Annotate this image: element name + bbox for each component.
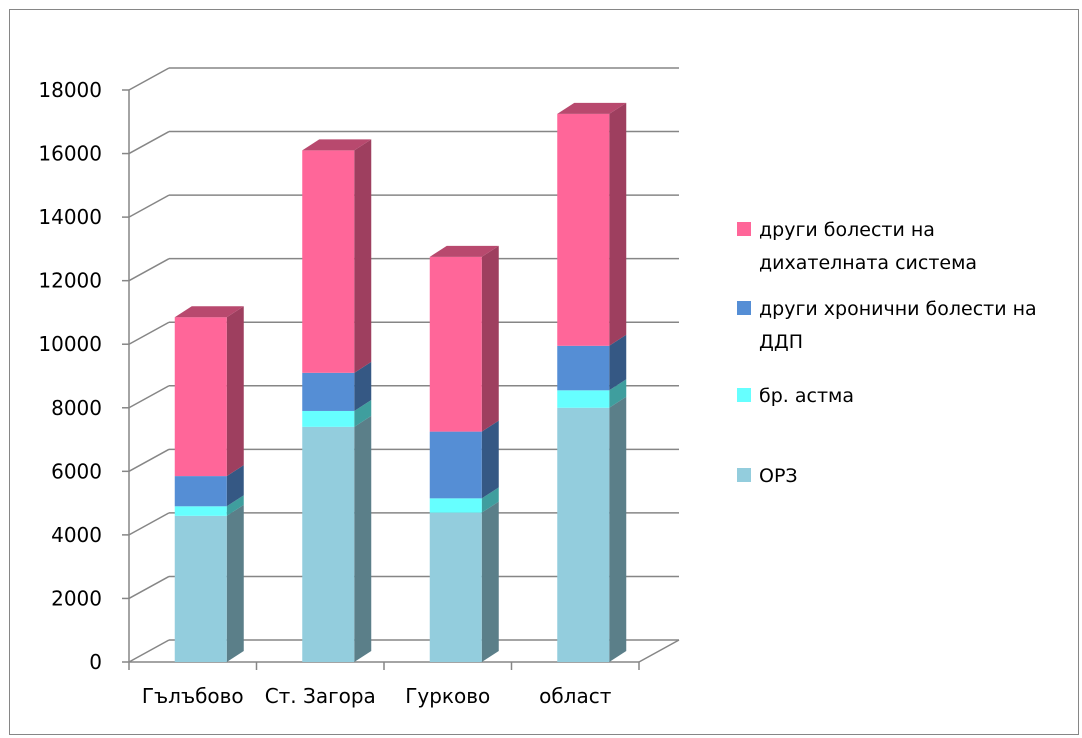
bar-layer [174, 102, 627, 662]
bar-side [354, 399, 372, 427]
y-tick-label: 6000 [51, 459, 102, 483]
bar-segment [557, 390, 610, 408]
legend-label: други болести на [759, 219, 935, 241]
legend-swatch [737, 301, 751, 315]
bar-segment [174, 476, 227, 507]
bar-segment [302, 426, 355, 662]
y-tick-label: 0 [89, 650, 102, 674]
gridline-depth [128, 67, 170, 91]
chart-svg: 0 2000 4000 6000 8000 10000 12000 14000 16000 180… [38, 67, 1037, 708]
bar-segment [302, 410, 355, 427]
bar-side [354, 415, 372, 662]
bar-segment [557, 113, 610, 346]
gridline-depth [128, 639, 170, 663]
x-tick-label: Ст. Загора [265, 684, 376, 708]
bar-side [354, 361, 372, 411]
bar-segment [429, 256, 482, 432]
bar-segment [557, 407, 610, 662]
y-tick-label: 10000 [38, 332, 102, 356]
y-tick-label: 12000 [38, 269, 102, 293]
bar-top [557, 102, 627, 114]
legend-label: дихателната система [759, 252, 977, 274]
y-tick-label: 16000 [38, 142, 102, 166]
y-tick-label: 14000 [38, 205, 102, 229]
legend-label: ДДП [759, 331, 803, 353]
gridline-depth [128, 194, 170, 218]
floor-edge [638, 639, 680, 663]
legend-label: други хронични болести на [759, 298, 1037, 320]
bar-side [481, 487, 499, 513]
gridline-depth [128, 130, 170, 155]
bar-segment [302, 150, 355, 373]
bar-segment [174, 317, 227, 477]
bar-top [429, 245, 499, 257]
y-tick-label: 4000 [51, 523, 102, 547]
bar-side [609, 396, 627, 662]
bar-side [481, 245, 499, 432]
bar-side [226, 504, 244, 662]
gridline-depth [128, 385, 170, 409]
bar-side [609, 102, 627, 346]
y-tick-label: 18000 [38, 78, 102, 102]
bar-side [354, 139, 372, 373]
bar-side [481, 501, 499, 662]
legend-label: ОРЗ [759, 465, 798, 487]
x-tick-label: Гурково [405, 684, 490, 708]
bar-segment [557, 345, 610, 391]
x-tick-label: област [539, 684, 612, 708]
legend-label: бр. астма [759, 385, 854, 407]
gridline-depth [128, 258, 170, 282]
bar-top [174, 306, 244, 318]
y-tick-label: 8000 [51, 396, 102, 420]
legend-swatch [737, 468, 751, 482]
y-tick-label: 2000 [51, 586, 102, 610]
x-tick-label: Гълъбово [142, 684, 244, 708]
legend-swatch [737, 388, 751, 402]
chart-legend: други болести на дихателната система други… [737, 219, 1037, 487]
bar-segment [174, 506, 227, 516]
gridline-depth [128, 512, 170, 536]
gridline-depth [128, 321, 170, 345]
bar-segment [429, 431, 482, 499]
bar-side [226, 495, 244, 516]
bar-top [302, 139, 372, 151]
bar-side [481, 420, 499, 499]
bar-segment [174, 515, 227, 662]
chart-area: 0 2000 4000 6000 8000 10000 12000 14000 16000 180… [9, 9, 1079, 735]
label-layer: 0 2000 4000 6000 8000 10000 12000 14000 16000 180… [38, 78, 611, 708]
bar-side [226, 465, 244, 507]
bar-side [609, 379, 627, 408]
bar-side [609, 334, 627, 391]
bar-segment [302, 372, 355, 411]
gridline-depth [128, 448, 170, 472]
legend-swatch [737, 222, 751, 236]
bar-side [226, 306, 244, 477]
gridline-depth [128, 575, 170, 600]
bar-segment [429, 498, 482, 513]
bar-segment [429, 512, 482, 662]
